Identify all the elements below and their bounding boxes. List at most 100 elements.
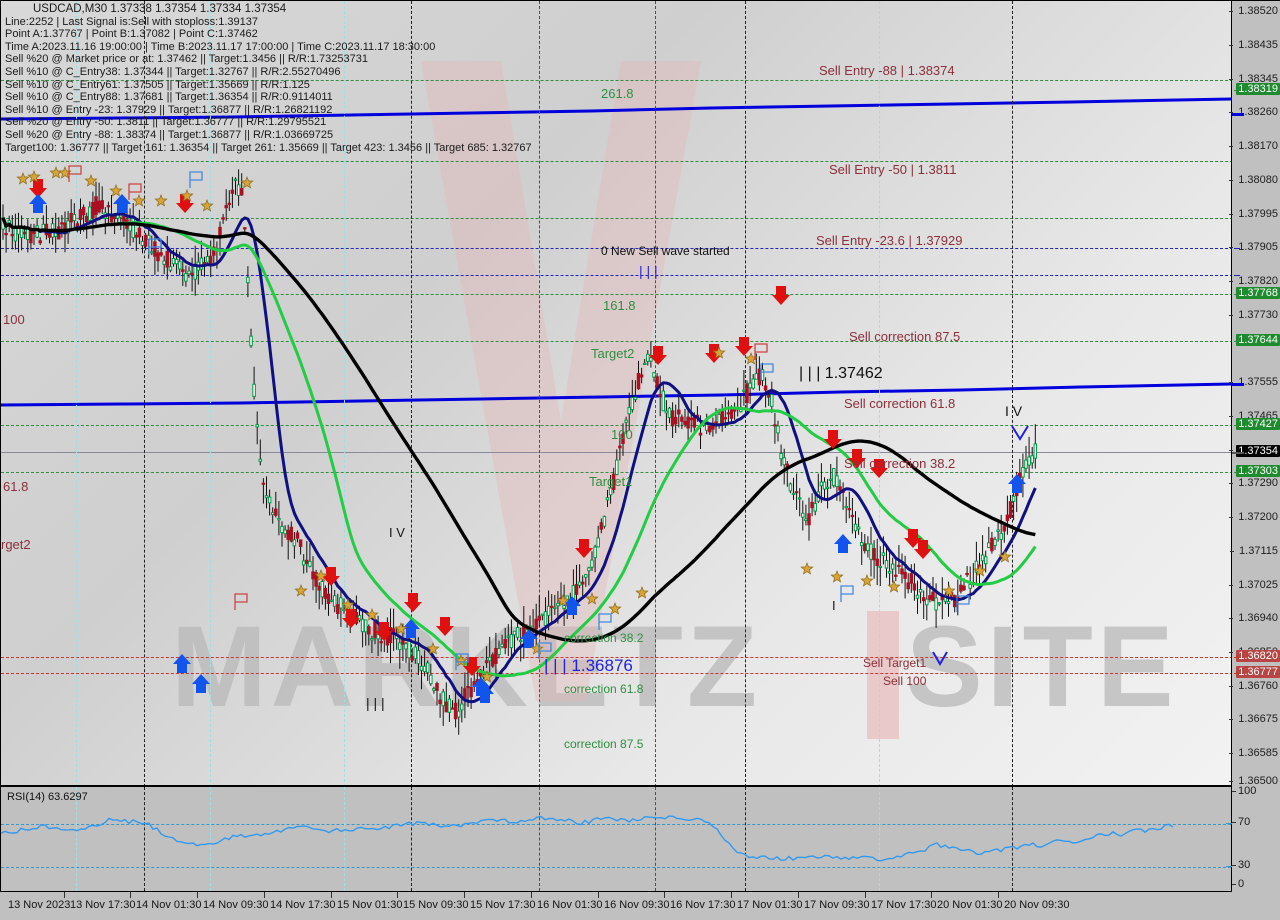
price-tick-mark <box>1229 45 1234 46</box>
price-level-marker <box>1234 90 1240 91</box>
fib-line-100 <box>1 425 1231 426</box>
rsi-vline-day-4 <box>879 787 880 891</box>
time-tick-mark <box>865 892 866 898</box>
price-tick-label: 1.36675 <box>1229 713 1278 725</box>
vline-day-4 <box>879 1 880 785</box>
price-tick-mark <box>1229 247 1234 248</box>
price-tick-mark <box>1229 214 1234 215</box>
time-tick-mark <box>331 892 332 898</box>
price-tick-label: 1.36940 <box>1229 612 1278 624</box>
price-tick-label: 1.37820 <box>1229 275 1278 287</box>
rsi-level-30 <box>1 867 1231 868</box>
blue-line-marker <box>1232 113 1244 116</box>
fib-line-2618 <box>1 80 1231 81</box>
blue-line-marker <box>1232 383 1244 386</box>
price-tick-mark <box>1229 585 1234 586</box>
time-tick-label: 13 Nov 17:30 <box>70 899 136 911</box>
price-tick-label: 1.37555 <box>1229 376 1278 388</box>
time-tick-mark <box>998 892 999 898</box>
time-tick-label: 16 Nov 17:30 <box>670 899 736 911</box>
price-axis[interactable]: 1.38520 1.38435 1.38345 1.38260 1.38170 1.380… <box>1229 0 1280 787</box>
price-tick-mark <box>1229 281 1234 282</box>
rsi-level-label: 0 <box>1232 878 1244 890</box>
annotation-bars-1: | | | <box>639 263 658 279</box>
annotation-left-100: 100 <box>3 312 25 327</box>
price-tick-mark <box>1229 618 1234 619</box>
rsi-vline-session-4 <box>1012 787 1013 891</box>
rsi-level-marker <box>1226 823 1232 824</box>
time-tick-mark <box>731 892 732 898</box>
annotation-bars-2: | | | <box>366 695 385 711</box>
time-tick-label: 20 Nov 01:30 <box>937 899 1003 911</box>
rsi-line <box>1 815 1174 862</box>
info-line-8: Sell %20 @ Entry -50: 1.3811 || Target:1… <box>5 116 327 129</box>
time-tick-label: 16 Nov 01:30 <box>537 899 603 911</box>
info-line-7: Sell %10 @ Entry -23: 1.37929 || Target:… <box>5 103 333 116</box>
price-tick-mark <box>1229 753 1234 754</box>
price-tick-label: 1.38260 <box>1229 106 1278 118</box>
vline-wave-a <box>539 1 540 785</box>
rsi-vline-day-2 <box>210 787 211 891</box>
price-chart-pane[interactable]: MARKETZ SITE <box>0 0 1232 786</box>
annotation-correction-875: correction 87.5 <box>564 737 644 751</box>
price-tick-label: 1.36585 <box>1229 747 1278 759</box>
vline-day-2 <box>210 1 211 785</box>
price-tick-mark <box>1229 382 1234 383</box>
rsi-tick-mark <box>1232 865 1236 866</box>
time-tick-mark <box>397 892 398 898</box>
annotation-sell-correction-875: Sell correction 87.5 <box>849 329 961 344</box>
price-tick-label: 1.37905 <box>1229 241 1278 253</box>
entry-line-upper <box>1 275 1231 276</box>
info-line-9: Sell %20 @ Entry -88: 1.38374 || Target:… <box>5 128 334 141</box>
annotation-sell-correction-382: Sell correction 38.2 <box>844 456 956 471</box>
entry-line-marker <box>1234 275 1240 276</box>
vline-day-1 <box>76 1 77 785</box>
annotation-correction-382: correction 38.2 <box>564 631 644 645</box>
fib-line-target2 <box>1 341 1231 342</box>
price-tick-mark <box>1229 315 1234 316</box>
price-tick-mark <box>1229 517 1234 518</box>
rsi-level-label: 70 <box>1232 816 1250 828</box>
annotation-bars-3: I <box>832 598 836 613</box>
time-tick-mark <box>464 892 465 898</box>
price-tick-mark <box>1229 450 1234 451</box>
rsi-indicator-pane[interactable]: RSI(14) 63.6297 <box>0 786 1232 892</box>
info-line-2: Time A:2023.11.16 19:00:00 | Time B:2023… <box>5 40 436 53</box>
price-level-badge: 1.36777 <box>1236 666 1280 678</box>
annotation-iv-left: I V <box>389 525 405 540</box>
price-tick-label: 1.38170 <box>1229 140 1278 152</box>
fib-line-b <box>1 218 1231 219</box>
rsi-axis: 100 70 30 0 <box>1226 785 1280 892</box>
annotation-left-target2: rget2 <box>1 537 31 552</box>
info-line-4: Sell %10 @ C_Entry38: 1.37344 || Target:… <box>5 65 341 78</box>
time-tick-label: 15 Nov 17:30 <box>470 899 536 911</box>
time-tick-mark <box>197 892 198 898</box>
rsi-tick-mark <box>1232 822 1236 823</box>
rsi-vline-wave-a <box>539 787 540 891</box>
price-tick-mark <box>1229 483 1234 484</box>
price-level-badge: 1.37354 <box>1236 445 1280 457</box>
annotation-sell-entry-88: Sell Entry -88 | 1.38374 <box>819 63 955 78</box>
price-tick-label: 1.38080 <box>1229 174 1278 186</box>
time-tick-label: 16 Nov 09:30 <box>604 899 670 911</box>
price-tick-label: 1.38520 <box>1229 5 1278 17</box>
annotation-price-marker-b: | | | 1.36876 <box>544 656 633 675</box>
price-tick-label: 1.38435 <box>1229 39 1278 51</box>
v-marker-right-icon <box>1011 425 1029 441</box>
time-tick-mark <box>130 892 131 898</box>
annotation-sell-entry-50: Sell Entry -50 | 1.3811 <box>829 162 957 177</box>
price-tick-mark <box>1229 79 1234 80</box>
price-level-badge: 1.38319 <box>1236 83 1280 95</box>
price-tick-label: 1.37995 <box>1229 208 1278 220</box>
rsi-vline-session-1 <box>144 787 145 891</box>
price-tick-mark <box>1229 11 1234 12</box>
time-tick-label: 13 Nov 2023 <box>8 899 71 911</box>
rsi-vline-day-3 <box>344 787 345 891</box>
time-tick-label: 20 Nov 09:30 <box>1004 899 1070 911</box>
time-tick-label: 17 Nov 09:30 <box>804 899 870 911</box>
price-level-marker <box>1234 294 1240 295</box>
info-line-0: Line:2252 | Last Signal is:Sell with sto… <box>5 15 258 28</box>
time-axis[interactable]: 13 Nov 2023 13 Nov 17:30 14 Nov 01:30 14 No… <box>0 892 1280 920</box>
v-marker-target-icon <box>932 651 948 666</box>
entry-line-marker <box>1234 248 1240 249</box>
